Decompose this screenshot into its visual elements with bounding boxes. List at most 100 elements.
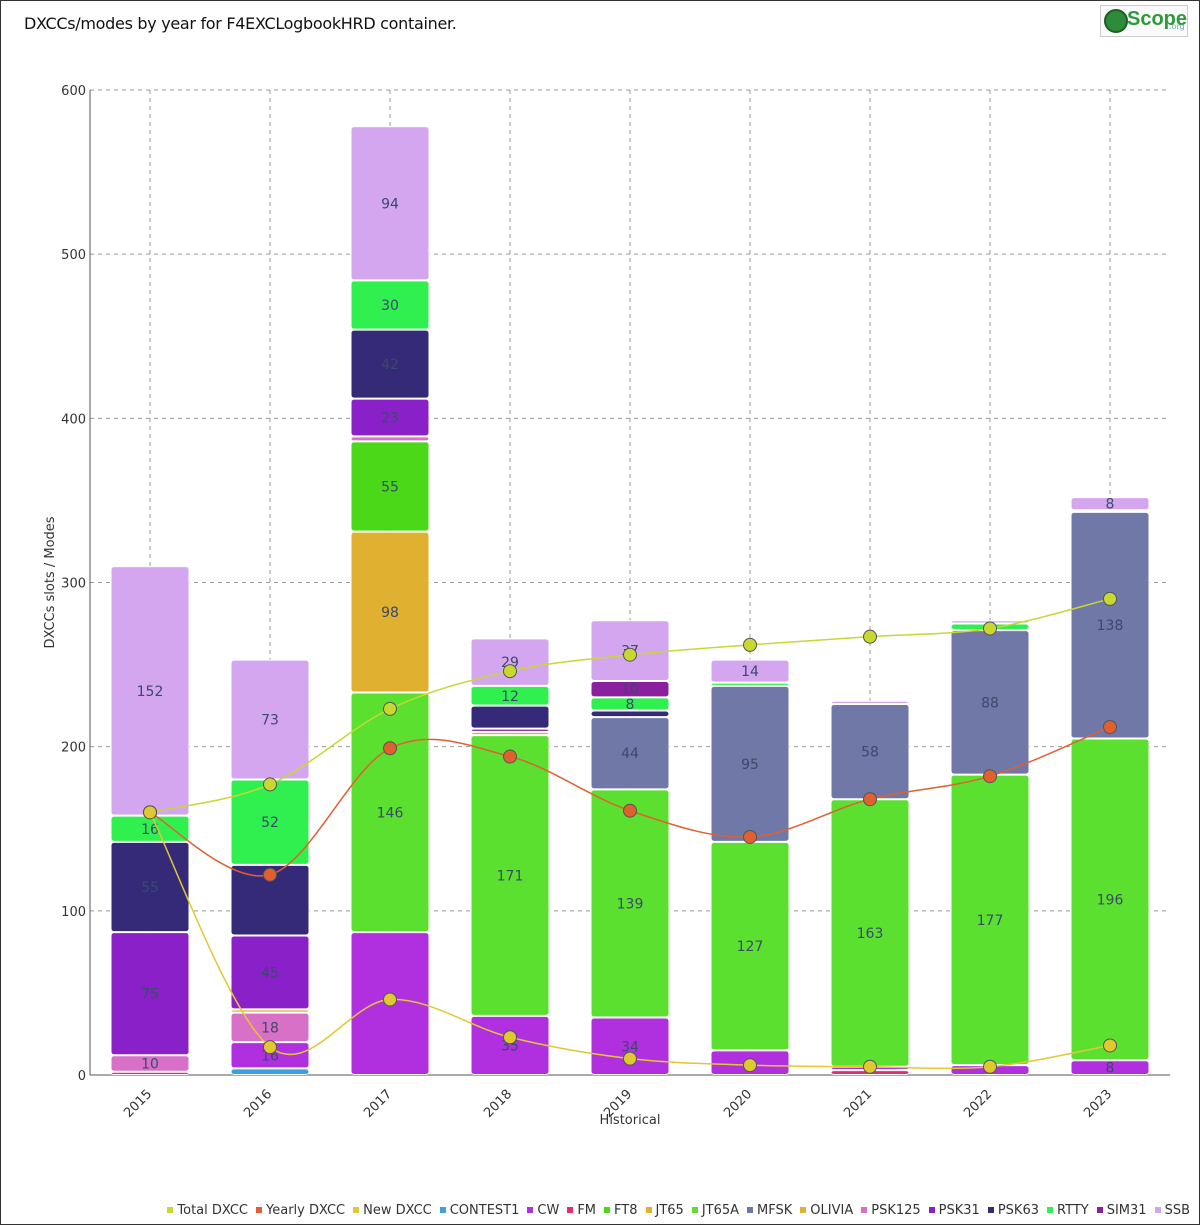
series-point [383,741,397,756]
legend-swatch [439,1207,446,1213]
legend-swatch [567,1207,574,1213]
series-point [263,777,277,792]
legend-item: New DXCC [353,1200,432,1220]
bar-data-label: 14 [741,664,759,680]
bar-data-label: 34 [621,1039,639,1055]
series-point [983,1059,997,1074]
legend-label: CONTEST1 [449,1202,520,1218]
legend-item: PSK63 [987,1200,1039,1220]
legend-label: SSB [1164,1202,1190,1218]
y-tick-label: 300 [61,577,86,592]
bar-data-label: 163 [857,926,884,942]
bar-segment [470,728,550,732]
bar-segment [470,638,550,686]
logo: Scope .org [1100,5,1188,37]
y-tick-label: 100 [61,905,86,920]
bar-data-label: 52 [261,815,279,831]
legend-label: Yearly DXCC [266,1202,346,1218]
legend-swatch [256,1207,263,1213]
legend: Total DXCC Yearly DXCC New DXCC CONTEST1 CW F… [150,1200,1190,1220]
bar-data-label: 16 [141,822,159,838]
bar-segment [1070,511,1150,739]
series-point [743,1058,757,1073]
series-point [1103,591,1117,606]
x-tick-label: 2023 [1081,1087,1115,1121]
bar-segment [590,789,670,1018]
series-point [263,867,277,882]
bar-segment [470,731,550,736]
bar-segment [590,717,670,790]
series-point [863,1059,877,1074]
bar-data-label: 18 [261,1020,279,1036]
bar-segment [110,841,190,933]
bar-segment [230,864,310,936]
x-tick-label: 2018 [481,1087,515,1121]
x-tick-label: 2017 [361,1087,395,1121]
series-point [743,637,757,652]
bar-data-label: 55 [381,479,399,495]
bar-data-label: 127 [737,939,764,955]
legend-swatch [861,1207,868,1213]
bar-data-label: 95 [741,757,759,773]
legend-item: RTTY [1047,1200,1089,1220]
x-tick-label: 2016 [241,1087,275,1121]
series-point [1103,1038,1117,1053]
legend-swatch [800,1207,807,1213]
bar-data-label: 138 [1097,618,1124,634]
legend-swatch [527,1207,534,1213]
bar-data-label: 8 [626,697,635,713]
legend-item: PSK31 [928,1200,980,1220]
bar-data-label: 139 [617,896,644,912]
legend-label: Total DXCC [177,1202,249,1218]
bar-segment [1070,738,1150,1061]
legend-label: FT8 [614,1202,638,1218]
bar-segment [710,682,790,686]
bar-segment [350,436,430,442]
bar-segment [710,659,790,683]
bar-segment [1070,1060,1150,1075]
legend-label: CW [537,1202,560,1218]
series-point [983,769,997,784]
legend-label: SIM31 [1106,1202,1147,1218]
bar-segment [830,700,910,704]
bar-segment [350,692,430,933]
x-tick-label: 2022 [961,1087,995,1121]
legend-label: OLIVIA [810,1202,854,1218]
series-point [863,629,877,644]
bar-segment [110,932,190,1056]
bar-data-label: 73 [261,713,279,729]
legend-item: CW [527,1200,559,1220]
legend-swatch [1047,1207,1054,1213]
legend-swatch [691,1207,698,1213]
bar-data-label: 42 [381,357,399,373]
y-tick-label: 400 [61,412,86,427]
bar-segment [110,1071,190,1076]
bar-data-label: 10 [621,682,639,698]
bar-data-label: 44 [621,746,639,762]
logo-text: Scope [1127,8,1188,30]
bar-data-label: 12 [501,689,519,705]
legend-item: CONTEST1 [439,1200,520,1220]
x-tick-label: 2021 [841,1087,875,1121]
bar-segment [110,1055,190,1072]
bar-segment [350,398,430,437]
legend-item: JT65A [691,1200,739,1220]
bar-data-label: 171 [497,869,524,885]
logo-suffix: .org [1169,22,1185,31]
legend-swatch [928,1207,935,1213]
y-tick-label: 0 [78,1069,86,1084]
series-point [383,701,397,716]
bar-data-label: 177 [977,913,1004,929]
bar-data-label: 8 [1106,497,1115,513]
legend-label: RTTY [1057,1202,1089,1218]
legend-swatch [353,1207,360,1213]
series-point [503,749,517,764]
legend-swatch [747,1207,754,1213]
series-point [983,621,997,636]
legend-item: OLIVIA [800,1200,853,1220]
bar-segment [470,705,550,729]
legend-swatch [1096,1207,1103,1213]
y-axis-label: DXCCs slots / Modes [43,516,58,648]
legend-label: JT65 [655,1202,684,1218]
